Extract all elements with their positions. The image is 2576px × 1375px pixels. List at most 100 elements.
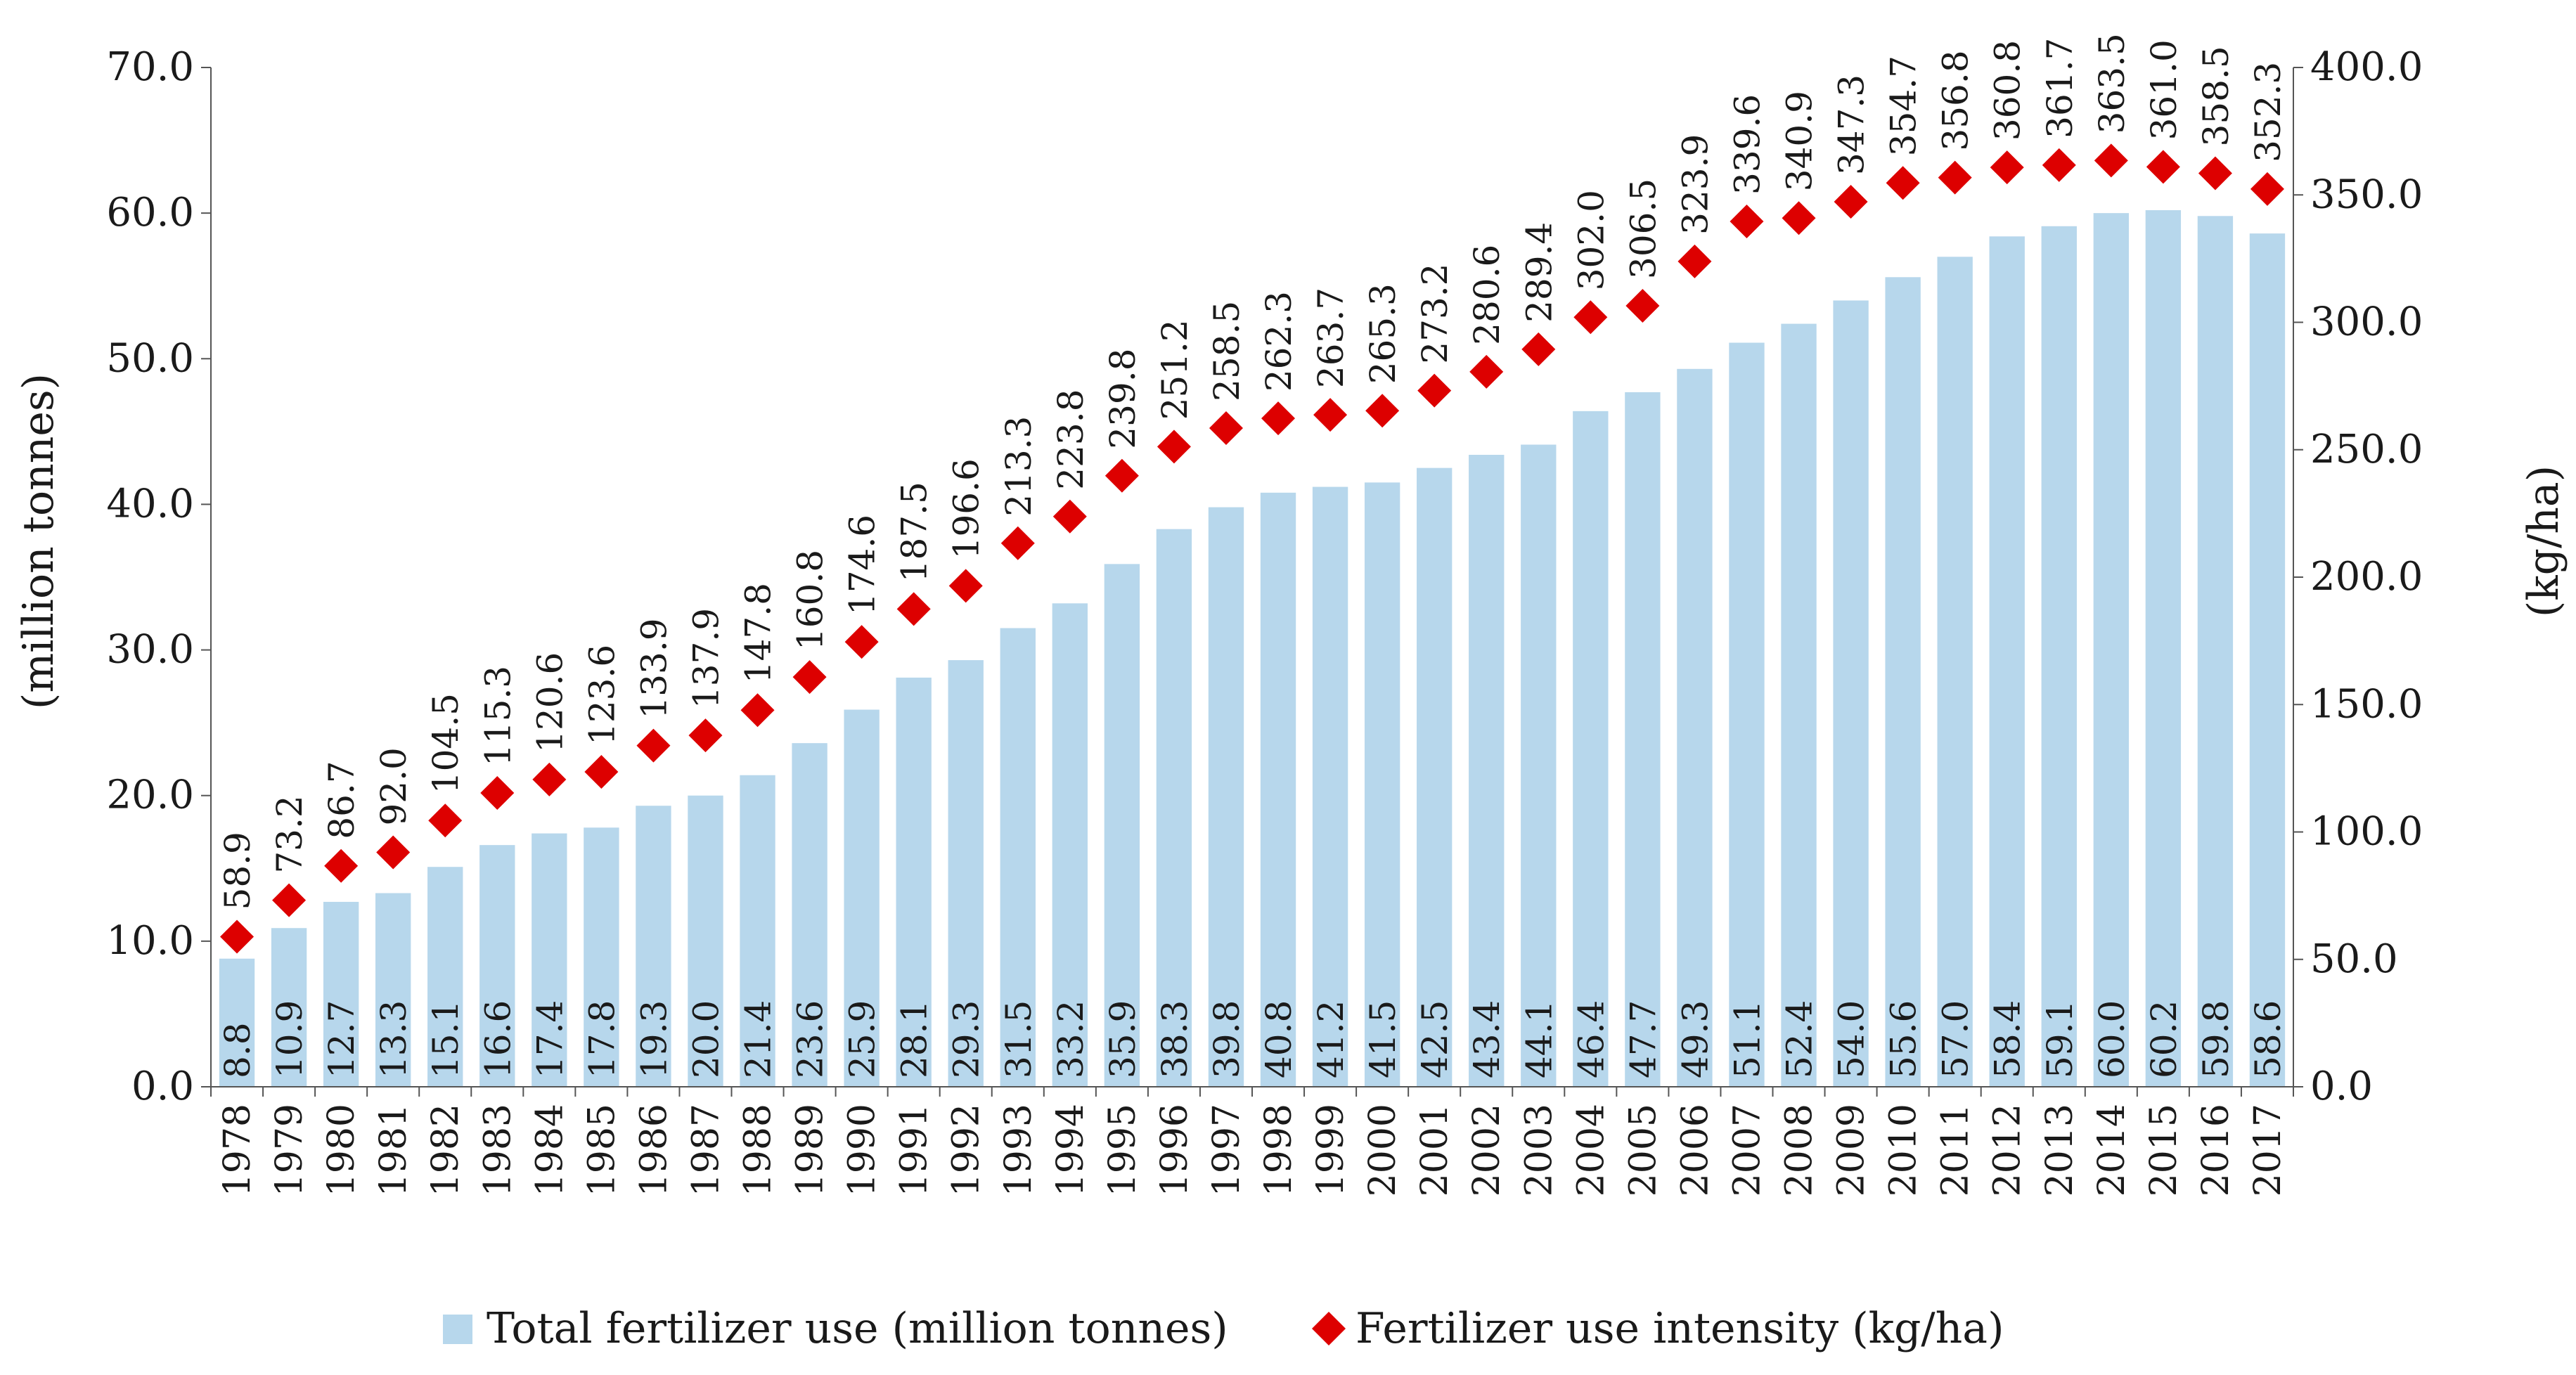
left-axis: 0.0 10.0 20.0 30.0 40.0 50.0 60.0 70.0 <box>106 44 212 1109</box>
bar-value-label: 21.4 <box>738 1000 779 1078</box>
bar <box>219 958 255 1087</box>
bar-value-label: 10.9 <box>269 1000 310 1078</box>
intensity-marker <box>844 625 879 659</box>
x-tick-label: 2006 <box>1674 1104 1716 1196</box>
intensity-value-label: 115.3 <box>477 666 518 766</box>
intensity-series <box>220 143 2284 954</box>
intensity-marker <box>1261 401 1296 436</box>
intensity-value-label: 340.9 <box>1779 91 1820 191</box>
bar-value-label: 17.4 <box>529 1000 570 1078</box>
x-tick-label: 2004 <box>1570 1104 1612 1196</box>
intensity-marker <box>1417 373 1452 408</box>
x-tick-label: 1983 <box>477 1104 519 1196</box>
x-tick-label: 1995 <box>1102 1104 1144 1196</box>
bar-value-label: 28.1 <box>894 1000 935 1078</box>
x-tick-label: 1990 <box>842 1104 884 1196</box>
intensity-value-label: 213.3 <box>998 416 1039 517</box>
intensity-marker <box>1313 398 1348 432</box>
bar-value-label: 43.4 <box>1467 1000 1507 1078</box>
bar <box>1312 486 1348 1087</box>
intensity-value-label: 123.6 <box>581 645 622 745</box>
bar <box>1625 392 1661 1087</box>
bar-value-label: 60.0 <box>2092 1000 2132 1078</box>
intensity-marker <box>688 718 723 753</box>
x-tick-label: 2016 <box>2195 1104 2237 1196</box>
x-tick-label: 2013 <box>2039 1104 2081 1196</box>
intensity-marker <box>1625 288 1660 323</box>
intensity-marker <box>1886 166 1920 200</box>
intensity-value-label: 160.8 <box>790 550 831 650</box>
intensity-marker <box>1990 150 2024 185</box>
bar-value-label: 15.1 <box>425 1000 466 1078</box>
x-tick-label: 2010 <box>1883 1104 1925 1196</box>
right-axis-title: (kg/ha) <box>2519 465 2568 617</box>
bar-value-label: 49.3 <box>1675 1000 1715 1078</box>
bar-value-label: 52.4 <box>1779 1000 1820 1078</box>
bar <box>2249 233 2286 1087</box>
bar <box>1729 342 1765 1087</box>
intensity-marker <box>324 848 359 883</box>
intensity-value-label: 323.9 <box>1675 134 1715 235</box>
bar <box>1521 444 1557 1087</box>
x-tick-label: 2003 <box>1518 1104 1560 1196</box>
x-tick-label: 1996 <box>1154 1104 1196 1196</box>
intensity-value-label: 73.2 <box>269 795 310 873</box>
bar-value-label: 41.5 <box>1363 1000 1403 1078</box>
intensity-value-label: 104.5 <box>425 693 466 794</box>
bar <box>948 660 984 1087</box>
intensity-value-label: 361.7 <box>2040 38 2080 138</box>
intensity-marker <box>1521 332 1556 366</box>
bar-value-label: 19.3 <box>633 1000 674 1078</box>
x-tick-label: 1997 <box>1206 1104 1248 1196</box>
right-tick-label: 100.0 <box>2310 809 2423 855</box>
intensity-value-label: 352.3 <box>2248 62 2288 162</box>
intensity-value-label: 358.5 <box>2196 46 2236 146</box>
intensity-marker <box>584 754 619 789</box>
left-tick-label: 30.0 <box>106 627 194 673</box>
bar <box>1781 323 1817 1087</box>
intensity-marker <box>1573 300 1608 335</box>
bar <box>1573 411 1609 1087</box>
right-tick-label: 0.0 <box>2310 1064 2373 1109</box>
bar <box>1000 628 1036 1087</box>
right-tick-label: 150.0 <box>2310 681 2423 727</box>
bar <box>1364 482 1400 1087</box>
left-tick-label: 60.0 <box>106 190 194 235</box>
bar-value-label: 29.3 <box>946 1000 987 1078</box>
intensity-marker <box>1209 411 1243 445</box>
intensity-value-label: 92.0 <box>373 747 414 825</box>
left-tick-label: 40.0 <box>106 481 194 527</box>
bar <box>740 775 775 1087</box>
legend-intensity-label: Fertilizer use intensity (kg/ha) <box>1355 1304 2004 1353</box>
bar-value-label: 33.2 <box>1050 1000 1091 1078</box>
bar-value-label: 40.8 <box>1258 1000 1299 1078</box>
legend: Total fertilizer use (million tonnes) Fe… <box>443 1304 2004 1353</box>
intensity-value-labels: 58.9 73.2 86.7 92.0 104.5 115.3 120.6 123.6 133.… <box>217 33 2288 910</box>
intensity-marker <box>1052 499 1087 534</box>
right-tick-label: 400.0 <box>2310 44 2423 90</box>
bar <box>1677 368 1713 1087</box>
bar-value-label: 39.8 <box>1206 1000 1247 1078</box>
x-tick-label: 1999 <box>1310 1104 1352 1196</box>
bar <box>636 806 671 1087</box>
x-axis: 1978 1979 1980 1981 1982 1983 1984 1985 1986 1987… <box>210 1086 2294 1196</box>
right-tick-label: 300.0 <box>2310 299 2423 345</box>
bar-series <box>219 210 2286 1087</box>
right-tick-label: 50.0 <box>2310 936 2398 982</box>
left-tick-label: 70.0 <box>106 44 194 90</box>
intensity-value-label: 360.8 <box>1988 40 2028 141</box>
x-tick-label: 1981 <box>373 1104 415 1196</box>
intensity-value-label: 174.6 <box>842 515 883 615</box>
bar-value-label: 51.1 <box>1727 1000 1767 1078</box>
bar-value-label: 60.2 <box>2144 1000 2184 1078</box>
intensity-marker <box>1469 354 1504 389</box>
x-tick-label: 1978 <box>217 1104 259 1196</box>
right-tick-label: 200.0 <box>2310 554 2423 600</box>
bar-value-label: 46.4 <box>1571 1000 1611 1078</box>
intensity-value-label: 137.9 <box>685 608 726 709</box>
x-tick-label: 2011 <box>1935 1104 1977 1196</box>
bar <box>1937 257 1973 1087</box>
x-tick-label: 1991 <box>894 1104 936 1196</box>
bar <box>1260 492 1296 1087</box>
